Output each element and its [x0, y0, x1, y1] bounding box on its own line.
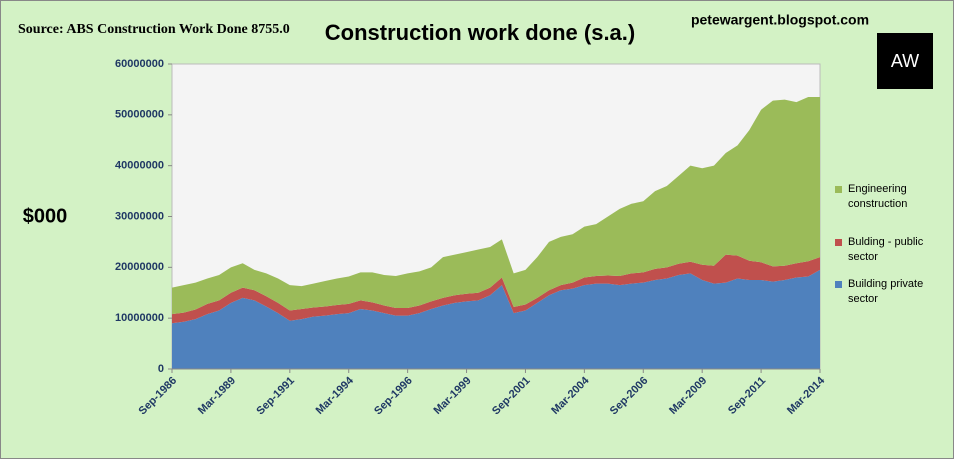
x-tick-label: Sep-1986	[137, 375, 180, 418]
chart-title: Construction work done (s.a.)	[325, 20, 635, 45]
logo	[877, 33, 933, 89]
x-tick-label: Mar-1989	[196, 375, 238, 417]
x-tick-label: Mar-1994	[314, 374, 357, 417]
y-tick-label: 10000000	[115, 312, 164, 324]
y-tick-label: 20000000	[115, 261, 164, 273]
legend-label: Bulding - public sector	[848, 236, 924, 263]
legend-label: Building private sector	[848, 278, 924, 305]
x-tick-label: Mar-2014	[785, 374, 828, 417]
x-tick-label: Sep-1991	[254, 375, 297, 418]
logo-text: AW	[891, 51, 919, 71]
legend-item: Engineering construction	[835, 182, 945, 212]
x-tick-label: Sep-2011	[726, 375, 768, 417]
x-tick-label: Mar-2009	[667, 375, 709, 417]
x-tick-label: Sep-1996	[372, 375, 415, 418]
x-tick-label: Mar-2004	[549, 374, 592, 417]
y-axis-label: $000	[23, 205, 68, 227]
legend-item: Bulding - public sector	[835, 235, 945, 265]
website: petewargent.blogspot.com	[691, 12, 869, 28]
x-tick-label: Sep-2001	[490, 375, 533, 418]
y-tick-label: 60000000	[115, 58, 164, 70]
y-tick-label: 50000000	[115, 109, 164, 121]
y-tick-label: 0	[158, 363, 164, 375]
source: Source: ABS Construction Work Done 8755.…	[18, 22, 290, 37]
legend-item: Building private sector	[835, 277, 945, 307]
area	[172, 269, 820, 369]
area	[172, 254, 820, 324]
legend-label: Engineering construction	[848, 183, 908, 210]
y-tick-label: 30000000	[115, 210, 164, 222]
legend-swatch	[835, 239, 842, 246]
legend-swatch	[835, 186, 842, 193]
x-tick-label: Sep-2006	[608, 375, 651, 418]
legend-swatch	[835, 281, 842, 288]
area	[172, 97, 820, 315]
x-tick-label: Mar-1999	[432, 375, 474, 417]
y-tick-label: 40000000	[115, 160, 164, 172]
